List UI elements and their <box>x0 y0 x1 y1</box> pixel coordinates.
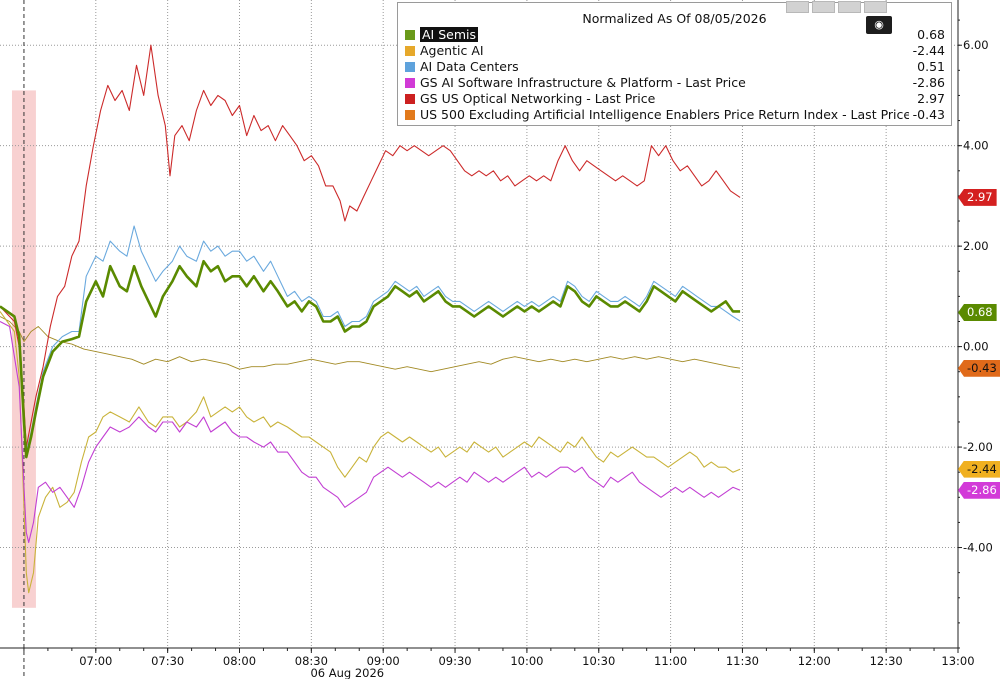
x-tick-label: 11:30 <box>726 654 759 668</box>
y-tick-label: 2.00 <box>963 239 989 253</box>
y-tick-label: -4.00 <box>963 541 993 555</box>
legend-item: GS AI Software Infrastructure & Platform… <box>405 75 945 91</box>
legend-item-value: 0.51 <box>917 59 945 74</box>
legend-item-value: 2.97 <box>917 91 945 106</box>
legend-item: GS US Optical Networking - Last Price 2.… <box>405 91 945 107</box>
last-value-tag: -2.86 <box>958 481 1000 499</box>
x-tick-label: 13:00 <box>941 654 974 668</box>
y-tick-label: 0.00 <box>963 340 989 354</box>
x-tick-label: 12:30 <box>870 654 903 668</box>
legend-item: US 500 Excluding Artificial Intelligence… <box>405 107 945 123</box>
last-value-tag: 0.68 <box>958 303 997 321</box>
legend-item-label: AI Semis <box>420 27 478 42</box>
last-value-tag: -2.44 <box>958 460 1000 478</box>
legend-swatch <box>405 46 415 56</box>
x-axis-label: 06 Aug 2026 <box>310 666 384 679</box>
highlight-band <box>11 90 36 608</box>
legend-title: Normalized As Of 08/05/2026 <box>582 11 767 26</box>
legend-item: AI Data Centers 0.51 <box>405 59 945 75</box>
series-line-0 <box>0 259 741 459</box>
legend-item-name: Agentic AI <box>420 43 484 58</box>
x-tick-label: 10:30 <box>582 654 615 668</box>
legend-item-value: -2.44 <box>912 43 945 58</box>
legend-item-value: 0.68 <box>917 27 945 42</box>
x-tick-label: 08:00 <box>223 654 256 668</box>
y-tick-label: 6.00 <box>963 38 989 52</box>
x-tick-label: 08:30 <box>295 654 328 668</box>
series-line-2 <box>0 225 741 453</box>
x-tick-label: 11:00 <box>654 654 687 668</box>
legend-item-name: GS US Optical Networking - Last Price <box>420 91 656 106</box>
x-tick-label: 09:00 <box>367 654 400 668</box>
legend-toolbar-button[interactable] <box>864 1 887 13</box>
legend-item: AI Semis 0.68 <box>405 27 945 43</box>
legend-swatch <box>405 30 415 40</box>
legend-toolbar-button[interactable] <box>838 1 861 13</box>
legend-item: Agentic AI -2.44 <box>405 43 945 59</box>
y-tick-label: -2.00 <box>963 440 993 454</box>
legend-swatch <box>405 110 415 120</box>
legend-item-value: -2.86 <box>912 75 945 90</box>
series-line-5 <box>0 316 741 373</box>
x-tick-label: 10:00 <box>510 654 543 668</box>
settings-icon[interactable]: ◉ <box>866 16 892 34</box>
legend-toolbar-button[interactable] <box>812 1 835 13</box>
legend-swatch <box>405 78 415 88</box>
x-tick-label: 09:30 <box>438 654 471 668</box>
legend-swatch <box>405 62 415 72</box>
highlight-band-layer <box>11 90 36 608</box>
series-line-3 <box>0 321 741 544</box>
last-value-tag: 2.97 <box>958 188 997 206</box>
series-layer <box>0 44 741 594</box>
legend-item-name: AI Semis <box>420 27 913 43</box>
last-value-tag: -0.43 <box>958 359 1000 377</box>
legend-item-value: -0.43 <box>912 107 945 122</box>
series-line-1 <box>0 311 741 594</box>
series-line-4 <box>0 44 741 448</box>
legend-item-name: GS AI Software Infrastructure & Platform… <box>420 75 746 90</box>
legend-item-name: US 500 Excluding Artificial Intelligence… <box>420 107 909 122</box>
y-tick-label: 4.00 <box>963 139 989 153</box>
legend-toolbar-button[interactable] <box>786 1 809 13</box>
legend-rows: AI Semis 0.68 Agentic AI -2.44 AI Data C… <box>405 27 945 123</box>
x-tick-label: 12:00 <box>798 654 831 668</box>
legend-box: ◉ Normalized As Of 08/05/2026 AI Semis 0… <box>397 1 952 126</box>
x-tick-label: 07:30 <box>151 654 184 668</box>
x-tick-label: 07:00 <box>79 654 112 668</box>
legend-swatch <box>405 94 415 104</box>
legend-item-name: AI Data Centers <box>420 59 519 74</box>
